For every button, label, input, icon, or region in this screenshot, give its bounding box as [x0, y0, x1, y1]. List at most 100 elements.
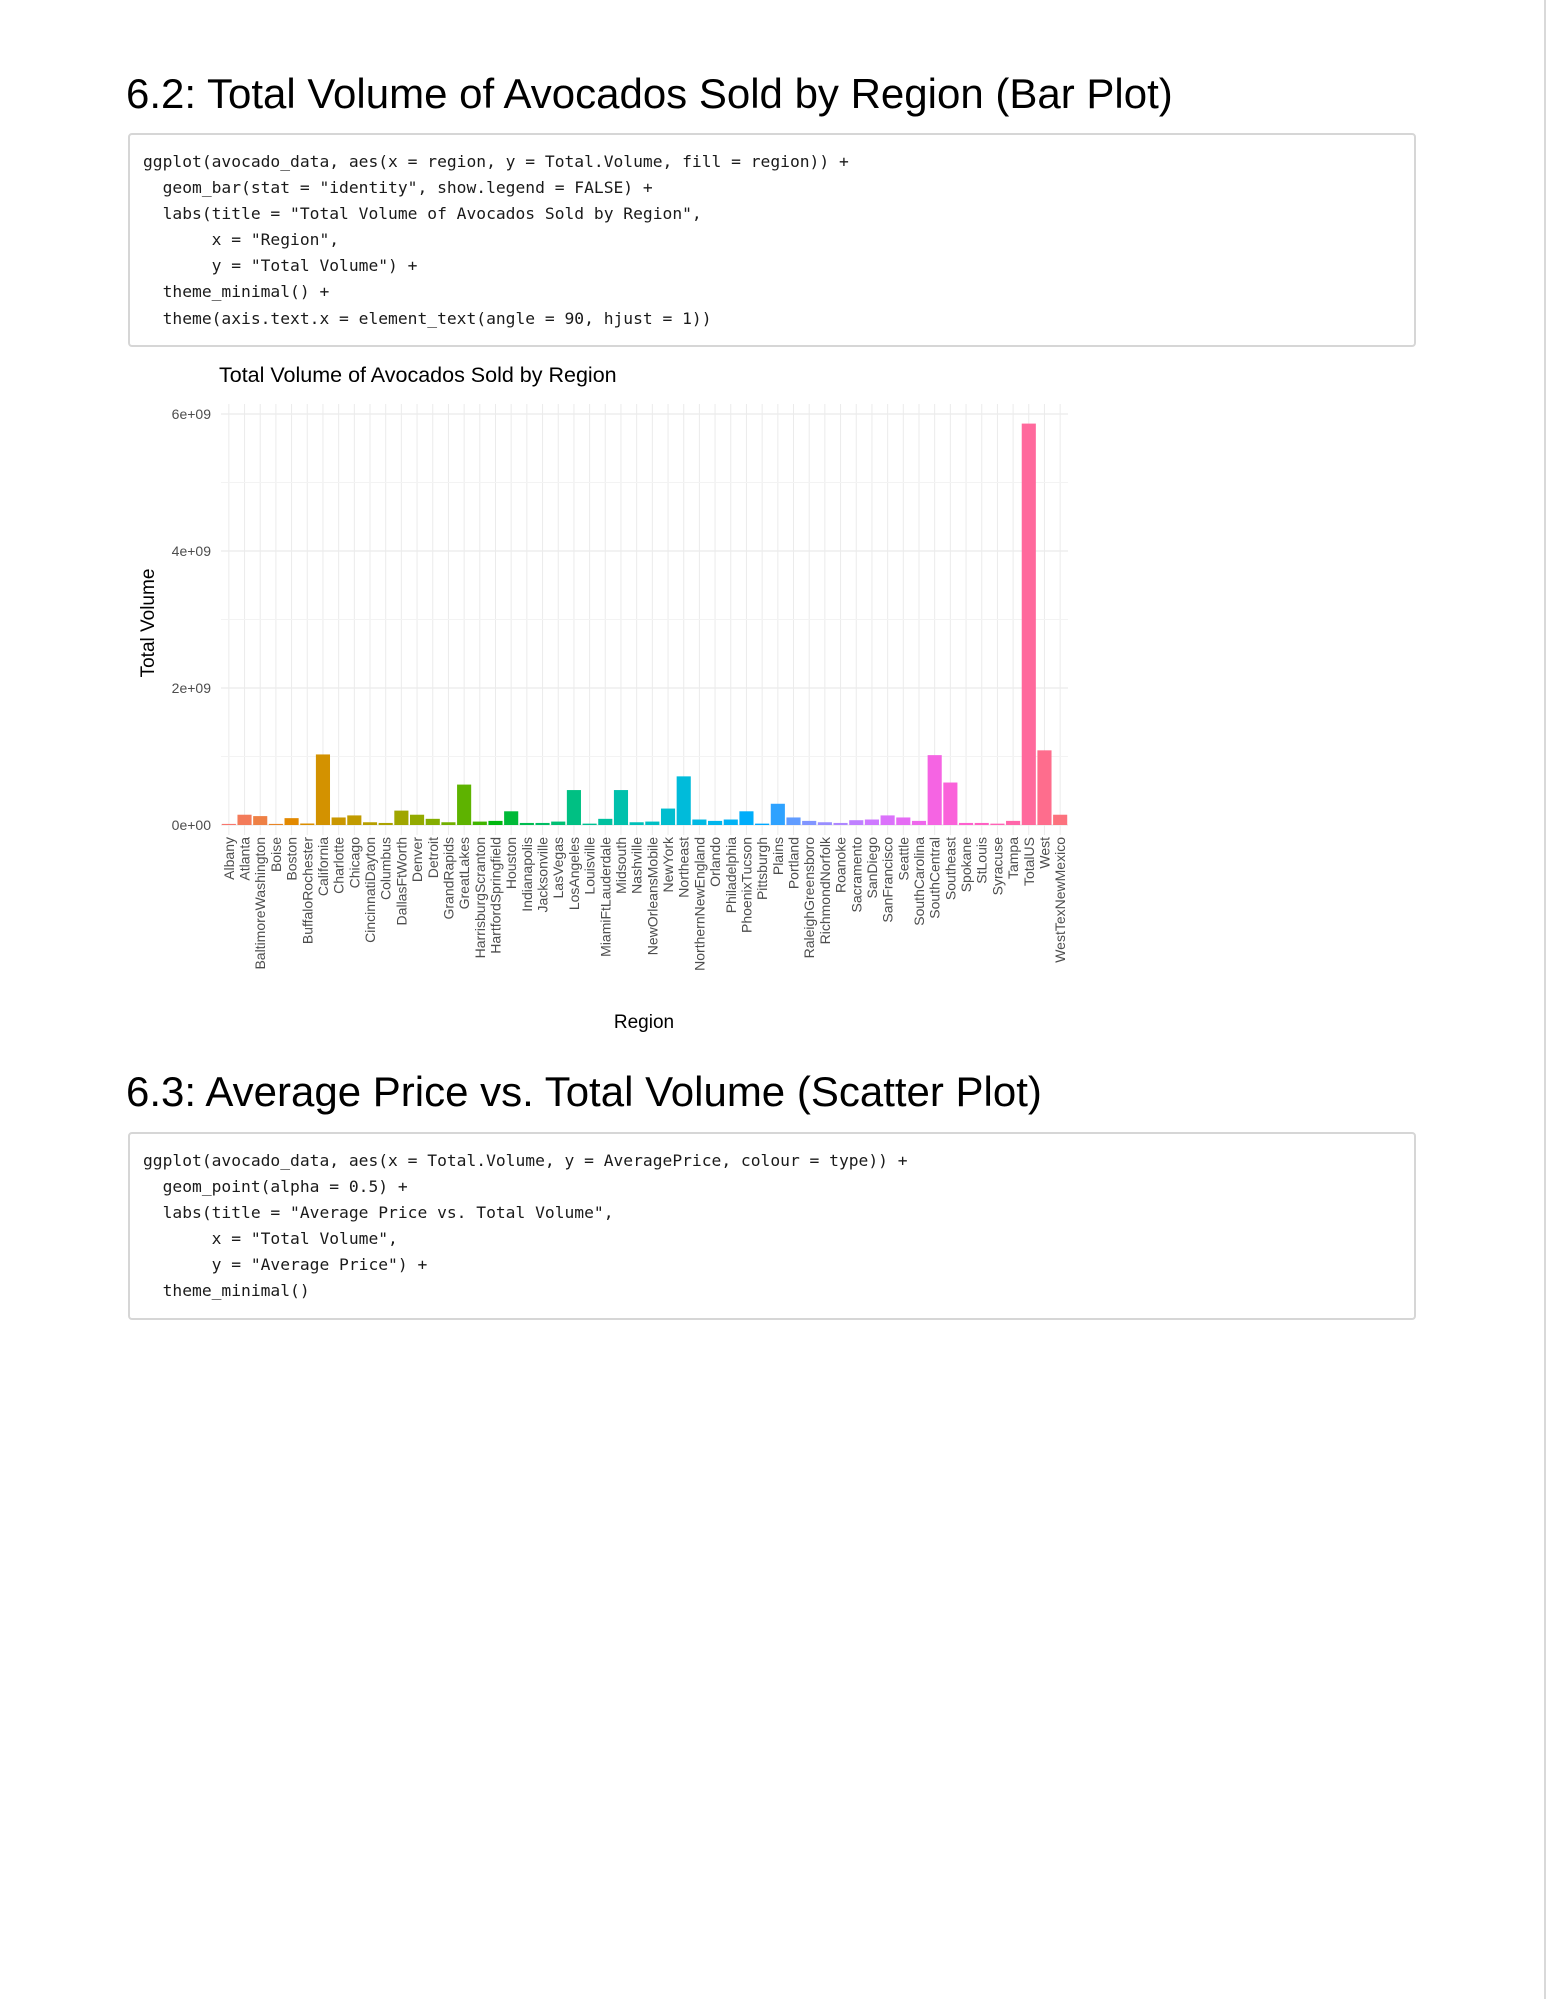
x-tick-label: HartfordSpringfield: [487, 837, 503, 954]
x-tick-label: DallasFtWorth: [393, 837, 409, 925]
x-tick-label: SouthCarolina: [911, 837, 927, 926]
section-title-scatter-plot: 6.3: Average Price vs. Total Volume (Sca…: [126, 1068, 1042, 1115]
bar: [990, 823, 1005, 825]
bar: [315, 754, 331, 825]
x-tick-label: Boise: [268, 837, 284, 872]
bar: [378, 822, 393, 825]
x-tick-label: LasVegas: [550, 837, 566, 899]
x-tick-label: Indianapolis: [519, 837, 535, 912]
x-tick-label: Nashville: [629, 837, 645, 894]
y-tick-label: 6e+09: [172, 406, 212, 422]
bar: [441, 822, 456, 825]
bar: [676, 776, 691, 825]
bar: [221, 823, 236, 825]
bar: [660, 808, 676, 825]
bar: [786, 817, 801, 825]
x-tick-label: Tampa: [1005, 837, 1021, 879]
bar: [692, 819, 707, 825]
bar: [566, 790, 581, 825]
x-tick-labels: Albany Atlanta BaltimoreWashington Boise Bos…: [221, 836, 1068, 971]
x-tick-label: Plains: [770, 837, 786, 875]
x-tick-label: SouthCentral: [927, 837, 943, 919]
bar: [1053, 814, 1068, 825]
bar: [268, 823, 283, 825]
bar: [739, 811, 754, 825]
x-tick-label: Philadelphia: [723, 837, 739, 913]
bar: [896, 817, 911, 825]
x-tick-label: Jacksonville: [535, 837, 551, 913]
x-tick-label: Roanoke: [833, 837, 849, 893]
x-tick-label: Boston: [284, 837, 300, 881]
x-tick-label: GrandRapids: [440, 837, 456, 920]
x-tick-label: Columbus: [378, 837, 394, 900]
x-tick-label: SanDiego: [864, 837, 880, 899]
x-tick-label: BaltimoreWashington: [252, 837, 268, 970]
bar: [958, 822, 974, 825]
x-tick-label: Syracuse: [989, 837, 1005, 896]
bar: [582, 823, 597, 825]
bar: [864, 819, 879, 825]
bar: [911, 820, 927, 825]
bar: [472, 821, 487, 825]
x-tick-label: Seattle: [895, 837, 911, 881]
x-tick-label: Orlando: [707, 837, 723, 887]
bar: [394, 810, 409, 825]
bar: [551, 821, 566, 825]
code-text: ggplot(avocado_data, aes(x = Total.Volum…: [143, 1151, 908, 1301]
x-tick-label: Southeast: [942, 837, 958, 900]
code-text: ggplot(avocado_data, aes(x = region, y =…: [143, 152, 849, 328]
bar: [629, 822, 644, 825]
x-tick-label: PhoenixTucson: [738, 837, 754, 933]
x-tick-label: Detroit: [425, 837, 441, 878]
bar: [362, 822, 378, 825]
x-tick-label: Atlanta: [237, 837, 253, 881]
x-tick-label: Spokane: [958, 837, 974, 892]
x-tick-label: StLouis: [974, 837, 990, 884]
bar: [849, 820, 864, 825]
section-title-bar-plot: 6.2: Total Volume of Avocados Sold by Re…: [126, 70, 1173, 117]
x-tick-label: Portland: [786, 837, 802, 889]
bar: [943, 782, 958, 825]
page-edge: [1544, 0, 1546, 1999]
x-axis-label: Region: [614, 1012, 674, 1033]
x-tick-label: Houston: [503, 837, 519, 889]
bar: [488, 820, 503, 825]
bar: [613, 790, 629, 825]
x-tick-label: Midsouth: [613, 837, 629, 894]
grid-lines: [221, 404, 1068, 835]
bar: [833, 822, 848, 825]
x-tick-label: HarrisburgScranton: [472, 837, 488, 958]
y-tick-label: 0e+00: [172, 817, 212, 833]
y-axis-label: Total Volume: [138, 569, 159, 678]
x-tick-label: West: [1036, 837, 1052, 869]
bar: [802, 820, 817, 825]
bar: [770, 803, 785, 825]
bar: [425, 818, 440, 825]
bar: [519, 822, 534, 825]
bar: [1021, 423, 1036, 825]
chart-title: Total Volume of Avocados Sold by Region: [219, 363, 617, 387]
bar: [253, 816, 268, 825]
x-tick-label: GreatLakes: [456, 837, 472, 909]
x-tick-label: NewOrleansMobile: [644, 837, 660, 955]
bar: [974, 822, 989, 825]
bar: [284, 818, 299, 825]
bar: [237, 814, 252, 825]
code-block-bar-plot: ggplot(avocado_data, aes(x = region, y =…: [128, 133, 1416, 347]
x-tick-label: TotalUS: [1021, 837, 1037, 886]
x-tick-label: LosAngeles: [566, 837, 582, 910]
bar: [410, 814, 425, 825]
bar: [723, 819, 738, 825]
bar: [880, 815, 895, 825]
bar: [755, 823, 770, 825]
x-tick-label: Chicago: [346, 837, 362, 889]
bar: [927, 755, 942, 825]
y-tick-labels: 0e+00 2e+09 4e+09 6e+09: [172, 406, 212, 833]
x-tick-label: NewYork: [660, 836, 676, 893]
bar: [331, 817, 346, 825]
bar: [347, 815, 362, 825]
bar: [457, 784, 472, 825]
bar: [1037, 750, 1052, 825]
bar: [817, 822, 832, 825]
bar: [535, 822, 550, 825]
